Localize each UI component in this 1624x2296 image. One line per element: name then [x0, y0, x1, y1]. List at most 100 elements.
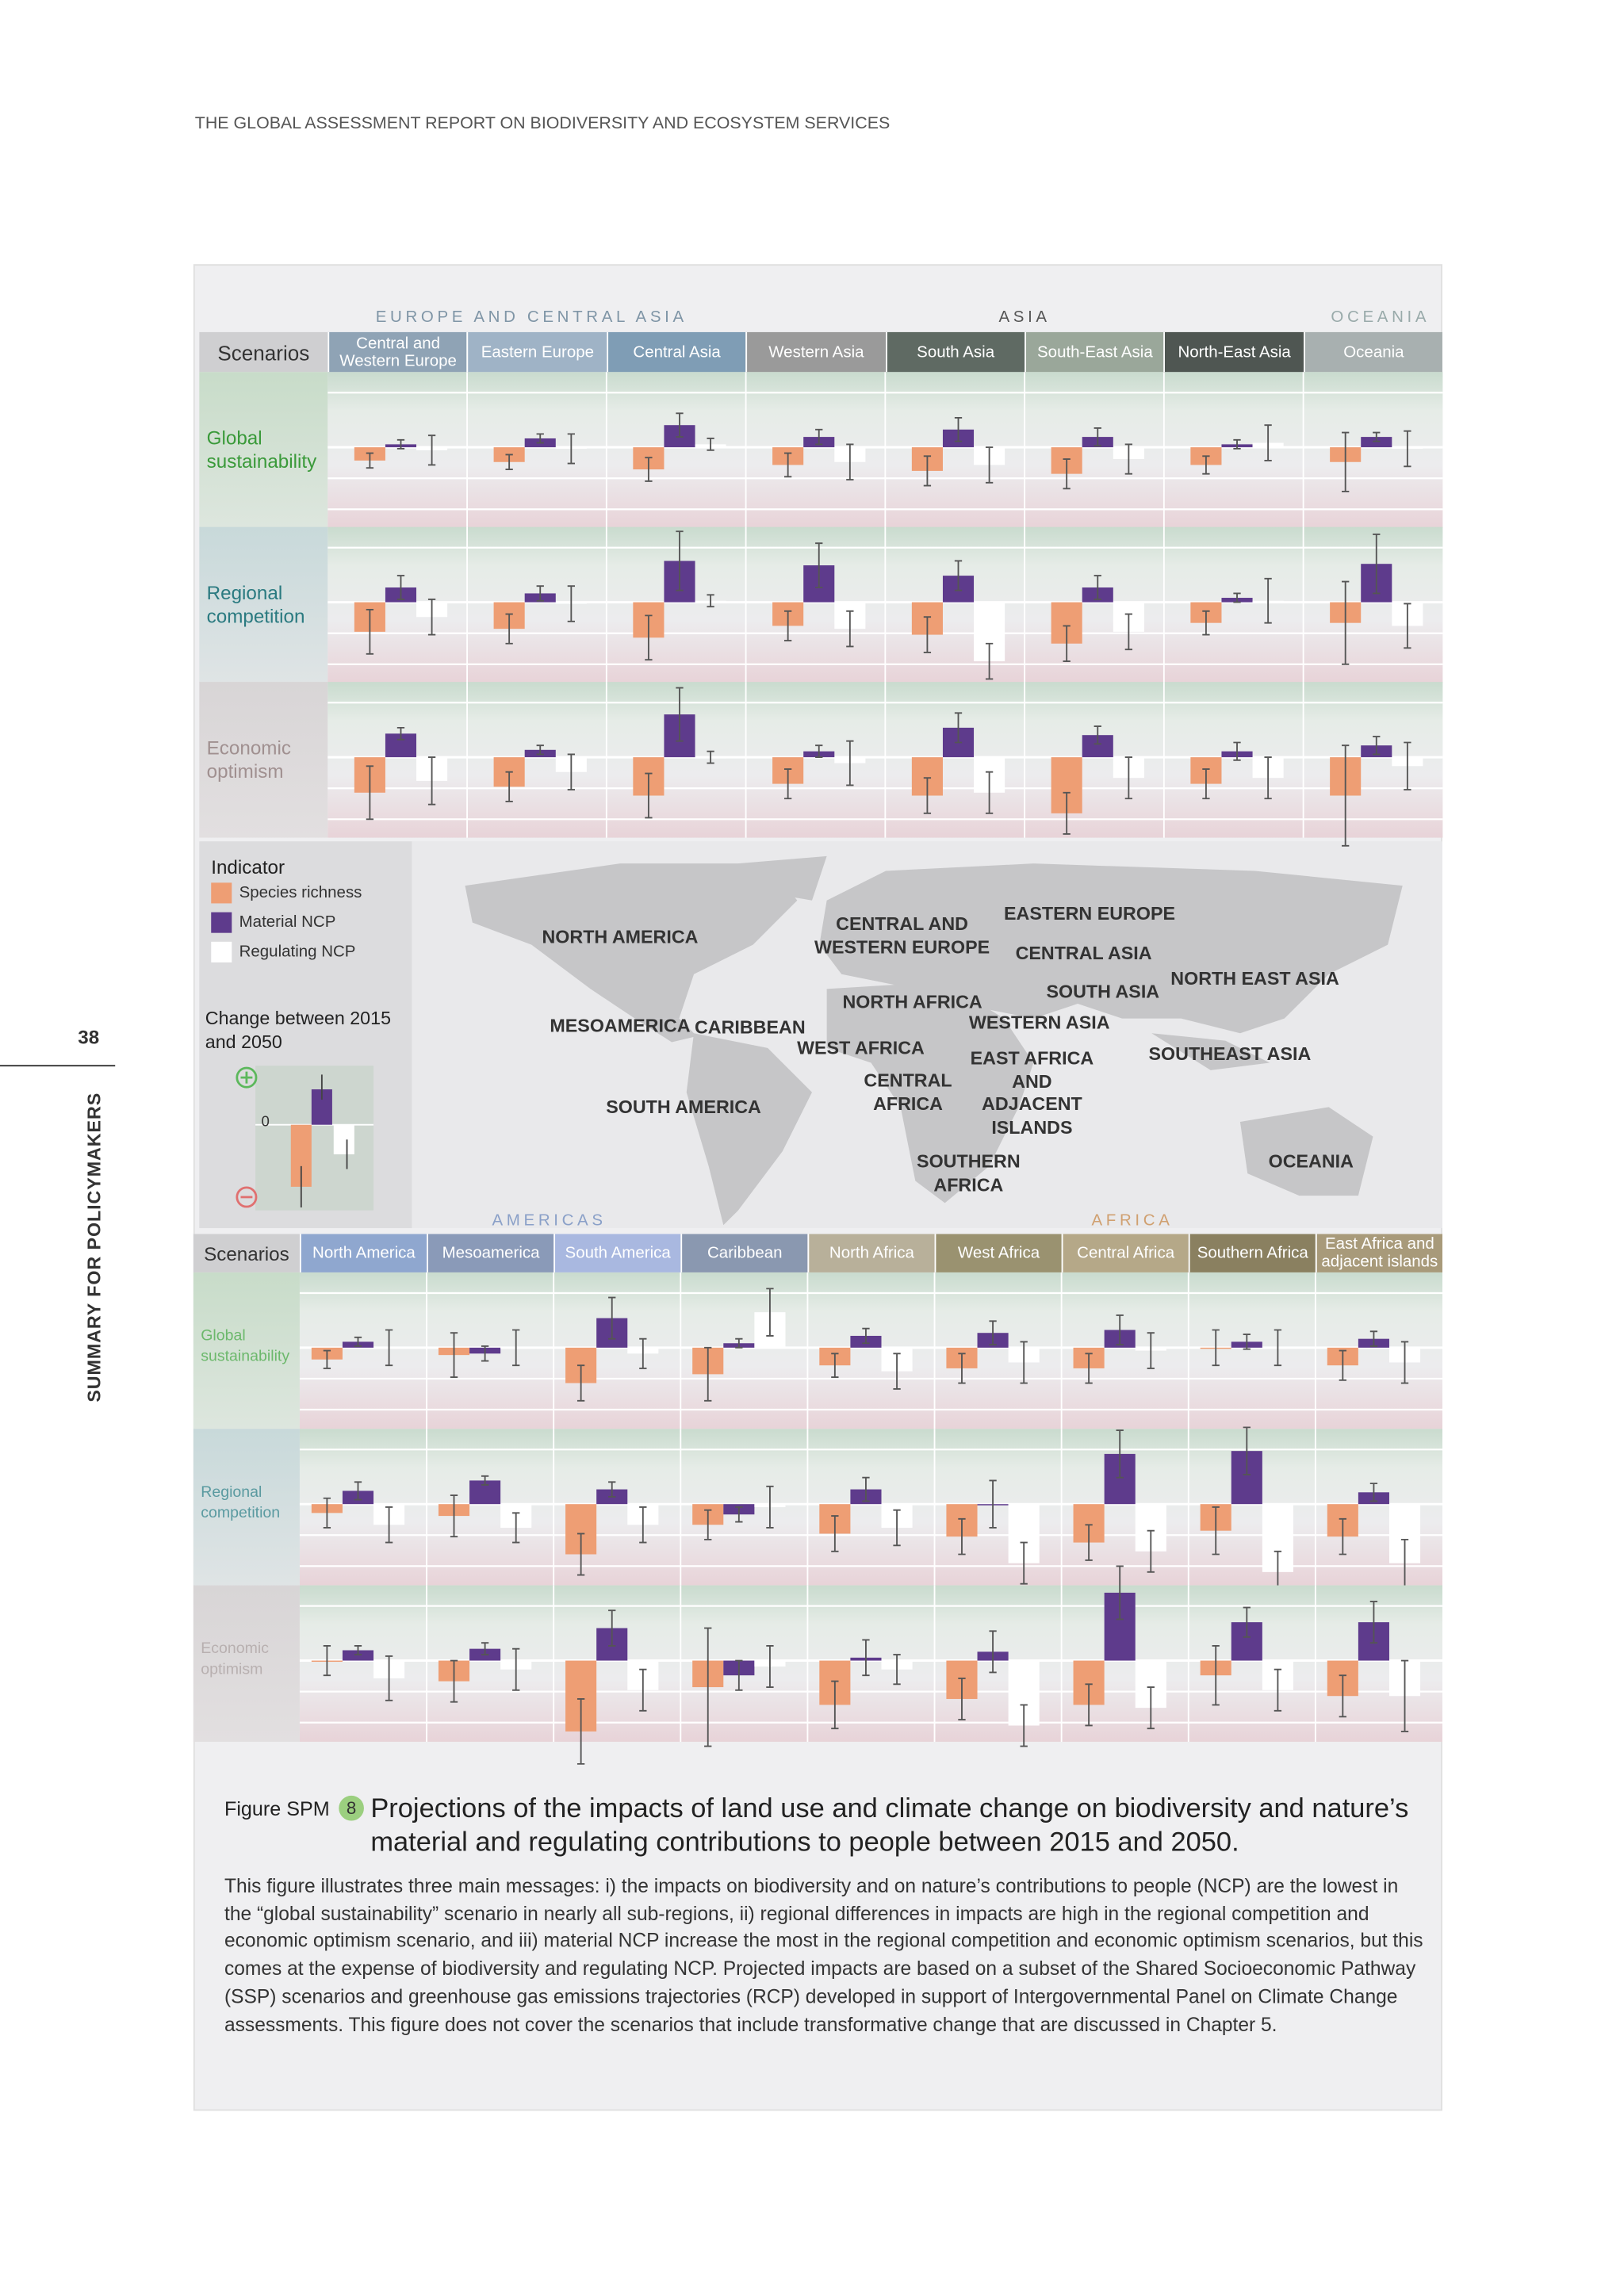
error-bar — [639, 1506, 647, 1544]
error-bar — [735, 1506, 743, 1523]
error-bar — [831, 1680, 839, 1730]
error-bar — [815, 744, 823, 759]
map-label: SOUTH AMERICA — [606, 1096, 761, 1118]
error-bar — [1147, 1529, 1155, 1573]
scenario-cell — [193, 1429, 300, 1586]
error-bar — [512, 1647, 520, 1691]
scenario-label: Global sustainability — [206, 426, 317, 473]
region-group-label: EUROPE AND CENTRAL ASIA — [375, 308, 688, 327]
error-bar — [323, 1644, 331, 1677]
legend-icon-bar — [333, 1124, 354, 1154]
error-bar — [450, 1494, 458, 1538]
region-header: North-East Asia — [1163, 331, 1304, 373]
error-bar — [645, 772, 653, 819]
plus-icon — [236, 1066, 258, 1089]
error-bar — [645, 614, 653, 661]
error-bar — [1243, 1334, 1251, 1350]
error-bar — [354, 1644, 362, 1656]
error-bar — [576, 1698, 585, 1765]
error-bar — [1124, 443, 1133, 475]
region-group-label: OCEANIA — [1331, 308, 1431, 327]
error-bar — [481, 1642, 489, 1656]
error-bar — [1342, 744, 1350, 847]
error-bar — [323, 1497, 331, 1529]
error-bar — [608, 1296, 616, 1340]
error-bar — [354, 1336, 362, 1347]
map-label: SOUTHEAST ASIA — [1148, 1043, 1312, 1065]
region-group-label: ASIA — [998, 308, 1051, 327]
map-label: EAST AFRICA AND ADJACENT ISLANDS — [970, 1047, 1094, 1138]
error-bar — [1339, 1674, 1346, 1718]
error-bar — [1147, 1332, 1155, 1369]
error-bar — [1243, 1426, 1251, 1475]
error-bar — [846, 740, 854, 786]
figure-badge — [339, 1795, 364, 1821]
error-bar — [1094, 725, 1101, 745]
error-bar — [831, 1515, 839, 1552]
error-bar — [366, 765, 374, 821]
error-bar — [1124, 613, 1133, 651]
error-bar — [893, 1654, 901, 1686]
error-bar — [1400, 1341, 1409, 1384]
legend-zero: 0 — [261, 1114, 270, 1131]
error-bar — [862, 1476, 870, 1502]
region-header: Central and Western Europe — [327, 331, 468, 373]
map-label: CARIBBEAN — [694, 1016, 806, 1038]
error-bar — [481, 1345, 489, 1362]
error-bar — [923, 616, 932, 653]
region-header: North Africa — [807, 1234, 935, 1272]
error-bar — [815, 542, 823, 588]
error-bar — [505, 771, 513, 802]
error-bar — [505, 613, 513, 645]
region-header: South Asia — [885, 331, 1025, 373]
error-bar — [385, 1655, 393, 1701]
region-header: Oceania — [1303, 331, 1443, 373]
error-bar — [512, 1512, 520, 1544]
legend-swatch — [211, 882, 232, 904]
legend-icon-bg — [255, 1066, 374, 1211]
error-bar — [893, 1353, 901, 1390]
error-bar — [923, 777, 932, 814]
error-bar — [1063, 791, 1071, 835]
error-bar — [704, 1627, 712, 1747]
error-bar — [1094, 427, 1101, 447]
error-bar — [862, 1327, 870, 1345]
plus-icon — [240, 1071, 253, 1084]
scenario-label: Economic optimism — [206, 736, 291, 783]
error-bar — [1233, 438, 1241, 450]
figure-number: 8 — [346, 1797, 357, 1819]
error-bar — [954, 560, 963, 591]
error-bar — [704, 1346, 712, 1402]
error-bar — [1404, 430, 1411, 468]
error-bar — [576, 1533, 585, 1576]
error-bar — [1116, 1429, 1124, 1479]
error-bar — [862, 1639, 870, 1677]
figure-label: Figure SPM — [224, 1797, 330, 1820]
error-bar — [1274, 1329, 1282, 1367]
error-bar — [1400, 1659, 1409, 1732]
error-bar — [846, 610, 854, 648]
minus-icon — [236, 1186, 258, 1208]
error-bar — [385, 1506, 393, 1544]
region-header: Mesoamerica — [427, 1234, 554, 1272]
error-bar — [1369, 1330, 1378, 1347]
map-label: SOUTHERN AFRICA — [917, 1151, 1021, 1196]
error-bar — [1124, 756, 1133, 800]
error-bar — [989, 1630, 997, 1674]
error-bar — [645, 457, 653, 482]
error-bar — [1339, 1517, 1346, 1556]
error-bar — [766, 1288, 774, 1337]
error-bar — [783, 452, 792, 478]
error-bar — [846, 443, 854, 481]
map-label: CENTRAL ASIA — [1015, 943, 1152, 964]
error-bar — [354, 1481, 362, 1501]
region-group-label: AFRICA — [1091, 1211, 1174, 1230]
error-bar — [1274, 1668, 1282, 1712]
error-bar — [1233, 592, 1241, 603]
error-bar — [1339, 1349, 1346, 1381]
error-bar — [427, 756, 436, 806]
error-bar — [1373, 534, 1381, 595]
error-bar — [1373, 431, 1381, 442]
error-bar — [831, 1353, 839, 1379]
